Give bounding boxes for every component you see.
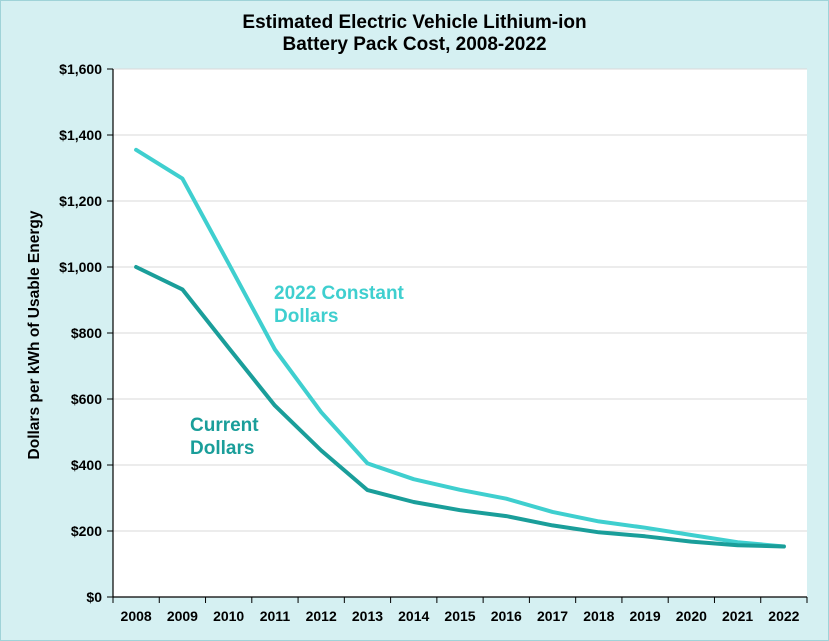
x-tick-label: 2020: [676, 608, 707, 624]
x-tick-label: 2022: [768, 608, 799, 624]
x-tick-label: 2014: [398, 608, 429, 624]
series-line-constant-dollars: [134, 147, 786, 549]
y-tick-label: $1,400: [59, 127, 102, 143]
x-tick-label: 2016: [491, 608, 522, 624]
x-tick-label: 2017: [537, 608, 568, 624]
x-tick-label: 2021: [722, 608, 753, 624]
x-tick-label: 2013: [352, 608, 383, 624]
series-label-current-line-1: Current: [190, 415, 259, 436]
x-tick-label: 2012: [306, 608, 337, 624]
series-line-current-dollars: [134, 265, 786, 549]
y-tick-label: $800: [71, 325, 102, 341]
x-tick-label: 2015: [444, 608, 475, 624]
series-label-constant-dollars: 2022 Constant Dollars: [274, 282, 404, 328]
series-label-current-dollars: Current Dollars: [190, 414, 259, 460]
chart-title-line-2: Battery Pack Cost, 2008-2022: [282, 34, 547, 55]
y-tick-label: $200: [71, 523, 102, 539]
x-tick-label: 2019: [629, 608, 660, 624]
y-tick-label: $1,600: [59, 61, 102, 77]
x-tick-label: 2009: [167, 608, 198, 624]
chart-title: Estimated Electric Vehicle Lithium-ion B…: [0, 12, 829, 56]
x-tick-label: 2010: [213, 608, 244, 624]
y-tick-label: $1,200: [59, 193, 102, 209]
x-tick-label: 2018: [583, 608, 614, 624]
series-label-constant-line-2: Dollars: [274, 306, 339, 327]
x-tick-label: 2008: [121, 608, 152, 624]
series-label-current-line-2: Dollars: [190, 438, 255, 459]
y-tick-label: $400: [71, 457, 102, 473]
y-tick-label: $1,000: [59, 259, 102, 275]
series-label-constant-line-1: 2022 Constant: [274, 283, 404, 304]
chart-title-line-1: Estimated Electric Vehicle Lithium-ion: [242, 12, 587, 33]
x-tick-label: 2011: [260, 608, 291, 624]
y-tick-label: $0: [86, 589, 102, 605]
y-tick-label: $600: [71, 391, 102, 407]
